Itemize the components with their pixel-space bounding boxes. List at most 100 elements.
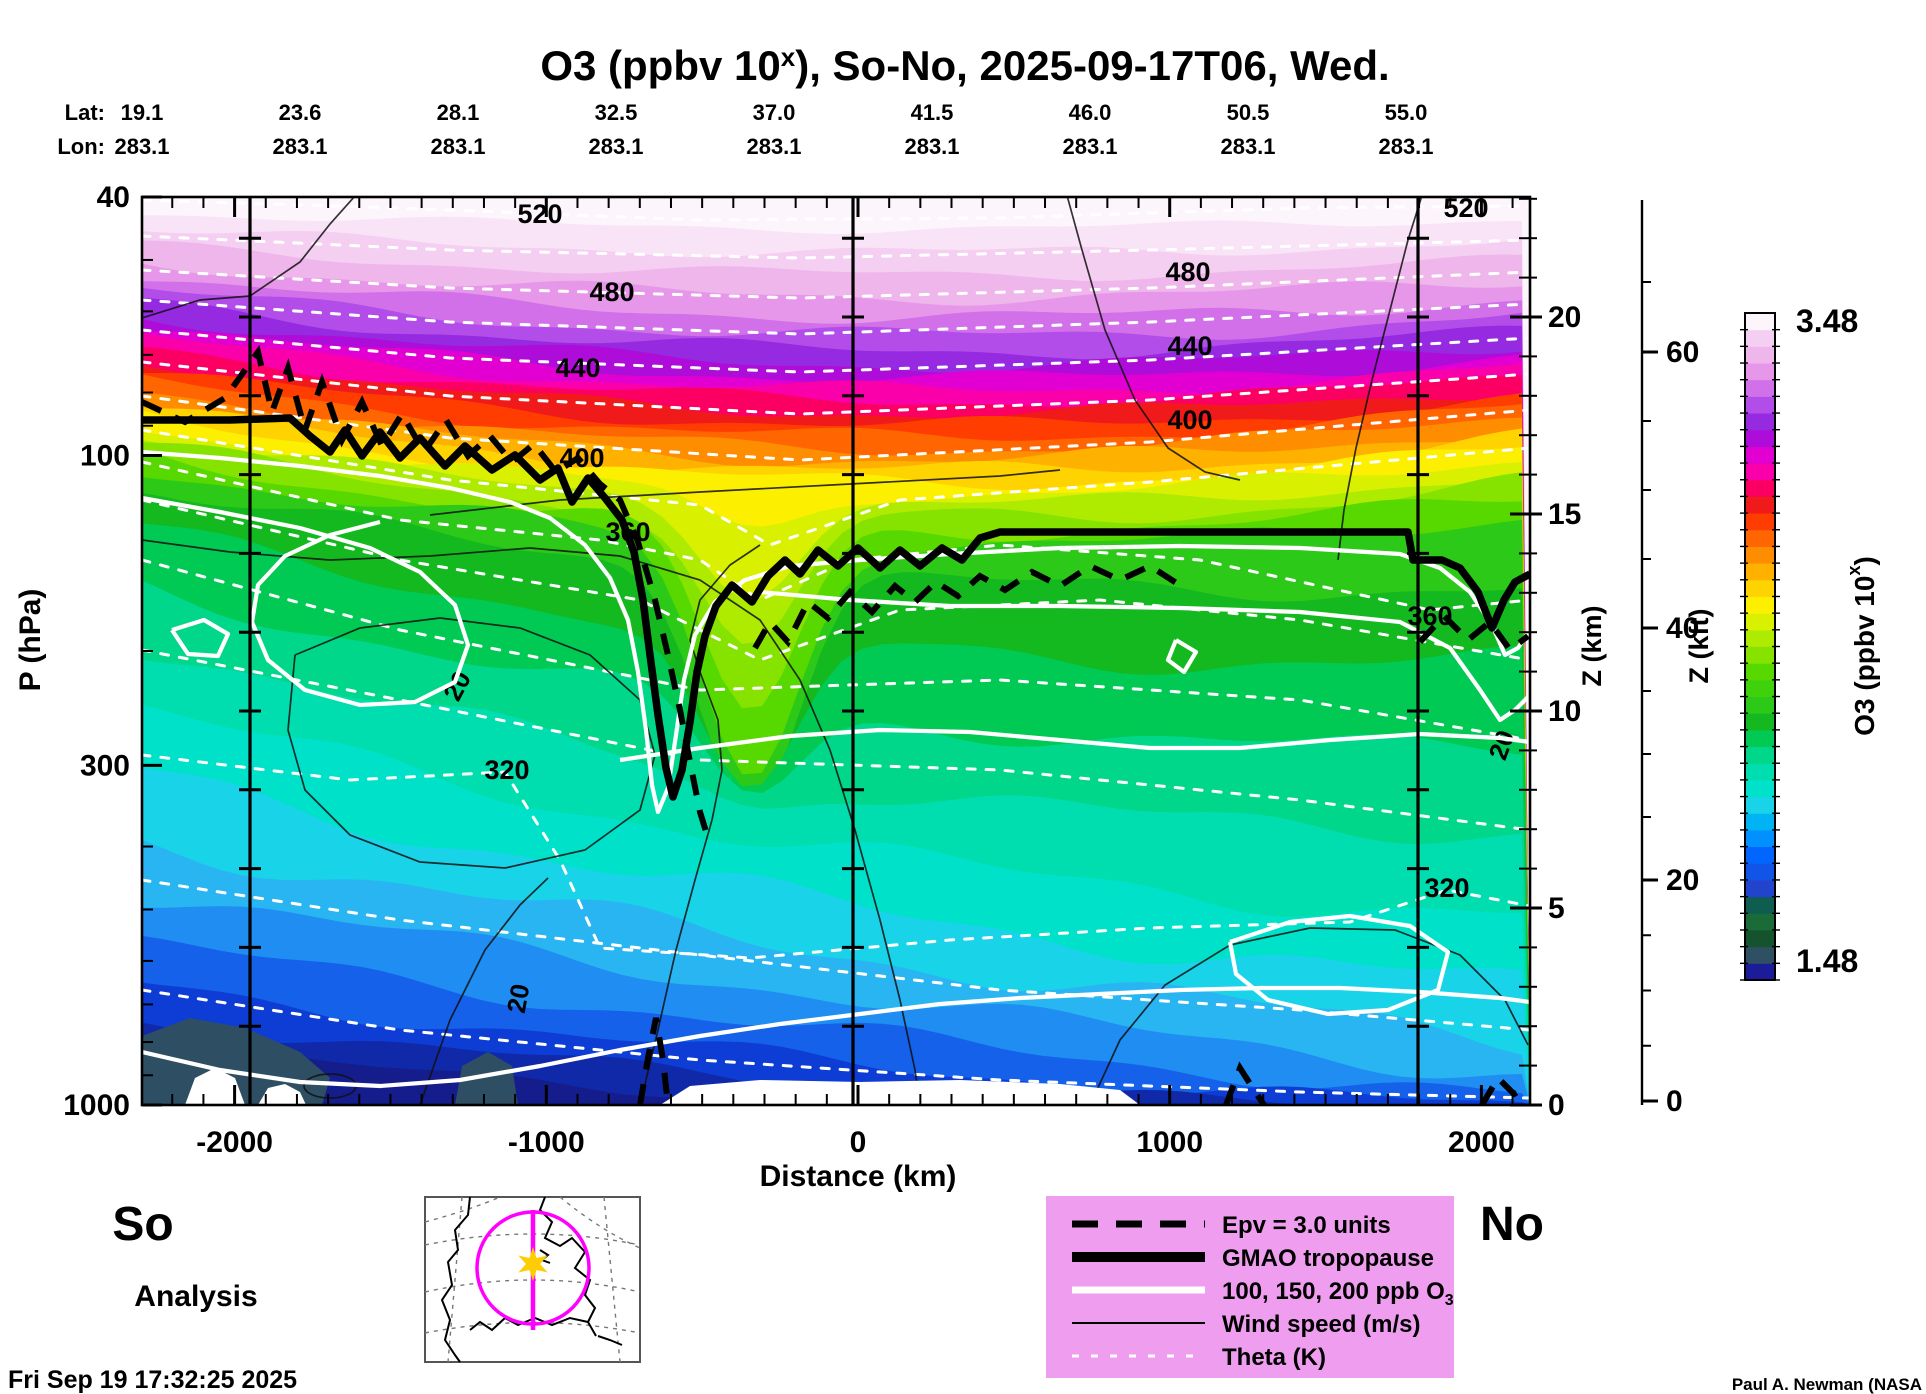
lat-value: 50.5 — [1227, 100, 1270, 125]
colorbar-cell — [1745, 396, 1775, 414]
colorbar-cell — [1745, 479, 1775, 497]
lat-value: 37.0 — [753, 100, 796, 125]
pressure-tick-label: 100 — [80, 439, 130, 472]
wind-speed-contour — [287, 617, 656, 869]
credit-label: Paul A. Newman (NASA — [1732, 1375, 1922, 1394]
colorbar-cell — [1745, 313, 1775, 331]
colorbar-cell — [1745, 929, 1775, 948]
colorbar-cell — [1745, 729, 1775, 748]
theta-contour-360 — [142, 460, 1530, 612]
wind-speed-contour — [1066, 197, 1241, 481]
lon-value: 283.1 — [1378, 134, 1433, 159]
colorbar-cell — [1745, 579, 1775, 597]
theta-contour-300 — [142, 988, 1530, 1100]
lon-value: 283.1 — [114, 134, 169, 159]
colorbar-cell — [1745, 563, 1775, 581]
x-tick-label: 1000 — [1136, 1126, 1203, 1159]
endpoint-south-label: So — [112, 1198, 173, 1251]
colorbar-cell — [1745, 879, 1775, 898]
colorbar-cell — [1745, 713, 1775, 731]
colorbar-cell — [1745, 896, 1775, 914]
colorbar-cell — [1745, 646, 1775, 664]
lon-value: 283.1 — [272, 134, 327, 159]
theta-contour-label: 440 — [1167, 331, 1212, 361]
gmao-tropopause-line — [142, 414, 1530, 801]
colorbar-cell — [1745, 746, 1775, 764]
lat-value: 55.0 — [1385, 100, 1428, 125]
surface-cutout — [258, 1084, 306, 1105]
epv-contour — [142, 344, 711, 839]
legend-item-label: GMAO tropopause — [1222, 1245, 1434, 1272]
epv-contour — [1417, 611, 1530, 655]
inset-graticule — [559, 1196, 641, 1249]
o3-ppb-contour — [619, 727, 1530, 763]
o3-ppb-contour — [1227, 913, 1451, 1017]
inset-coastline — [440, 1196, 471, 1363]
zkm-tick-label: 0 — [1548, 1089, 1565, 1122]
theta-contour-340 — [142, 558, 1530, 742]
pressure-axis-title: P (hPa) — [14, 589, 47, 692]
lon-value: 283.1 — [1220, 134, 1275, 159]
lat-row-prefix: Lat: — [65, 100, 105, 125]
lon-value: 283.1 — [1062, 134, 1117, 159]
theta-contour-380 — [142, 428, 1530, 547]
lon-value: 283.1 — [430, 134, 485, 159]
legend-item-label: Wind speed (m/s) — [1222, 1311, 1420, 1338]
inset-graticule — [424, 1196, 501, 1223]
pressure-tick-label: 40 — [97, 181, 130, 214]
lat-value: 32.5 — [595, 100, 638, 125]
lat-value: 41.5 — [911, 100, 954, 125]
colorbar-cell — [1745, 513, 1775, 531]
colorbar-cell — [1745, 346, 1775, 364]
lat-value: 19.1 — [121, 100, 164, 125]
theta-contour-label: 320 — [484, 755, 529, 785]
colorbar-cell — [1745, 546, 1775, 564]
zkm-tick-label: 5 — [1548, 892, 1565, 925]
wind-speed-contour — [142, 197, 356, 319]
theta-contour-350 — [142, 498, 1530, 662]
theta-contour-label: 480 — [589, 277, 634, 307]
endpoint-north-label: No — [1480, 1198, 1544, 1251]
colorbar-cell — [1745, 763, 1775, 781]
legend-box: Epv = 3.0 units GMAO tropopause 100, 150, … — [1046, 1196, 1454, 1378]
zkft-axis-title: Z (kft) — [1684, 609, 1714, 684]
colorbar-cell — [1745, 813, 1775, 831]
inset-coastline — [597, 1335, 623, 1346]
legend-item-label: Theta (K) — [1222, 1344, 1326, 1371]
theta-contour-label: 520 — [517, 199, 562, 229]
x-tick-label: -1000 — [508, 1126, 585, 1159]
x-tick-label: 0 — [850, 1126, 867, 1159]
zkm-tick-label: 10 — [1548, 695, 1581, 728]
lon-value: 283.1 — [746, 134, 801, 159]
distance-axis-title: Distance (km) — [760, 1160, 957, 1193]
colorbar-frame — [1744, 312, 1776, 981]
lat-value: 28.1 — [437, 100, 480, 125]
inset-location-star — [518, 1247, 548, 1281]
colorbar-cell — [1745, 679, 1775, 698]
epv-contour — [1223, 1061, 1267, 1105]
epv-contour — [1479, 1073, 1530, 1105]
colorbar-cell — [1745, 363, 1775, 381]
colorbar-cell — [1745, 429, 1775, 447]
o3-ppb-contour — [142, 495, 471, 708]
colorbar-cell — [1745, 463, 1775, 481]
legend-item-label: 100, 150, 200 ppb O3 — [1222, 1278, 1454, 1309]
zkft-tick-label: 20 — [1666, 864, 1699, 897]
figure-title: O3 (ppbv 10x), So-No, 2025-09-17T06, Wed… — [540, 42, 1389, 89]
colorbar-cell — [1745, 779, 1775, 798]
inset-map — [424, 1196, 641, 1363]
low-level-dark-patch — [142, 1018, 330, 1105]
surface-cutout — [185, 1068, 245, 1105]
wind-speed-contour — [1089, 927, 1529, 1105]
zkm-tick-label: 15 — [1548, 498, 1581, 531]
zkft-tick-label: 60 — [1666, 336, 1699, 369]
x-tick-label: 2000 — [1448, 1126, 1515, 1159]
theta-contour-label: 320 — [1424, 873, 1469, 903]
colorbar-cell — [1745, 946, 1775, 964]
timestamp-label: Fri Sep 19 17:32:25 2025 — [8, 1366, 297, 1394]
contour-field: 520 5204804804404404004003603603203202020… — [142, 197, 1530, 1105]
colorbar-cell — [1745, 529, 1775, 547]
theta-contour-label: 440 — [555, 353, 600, 383]
wind-speed-contour — [1337, 197, 1423, 561]
